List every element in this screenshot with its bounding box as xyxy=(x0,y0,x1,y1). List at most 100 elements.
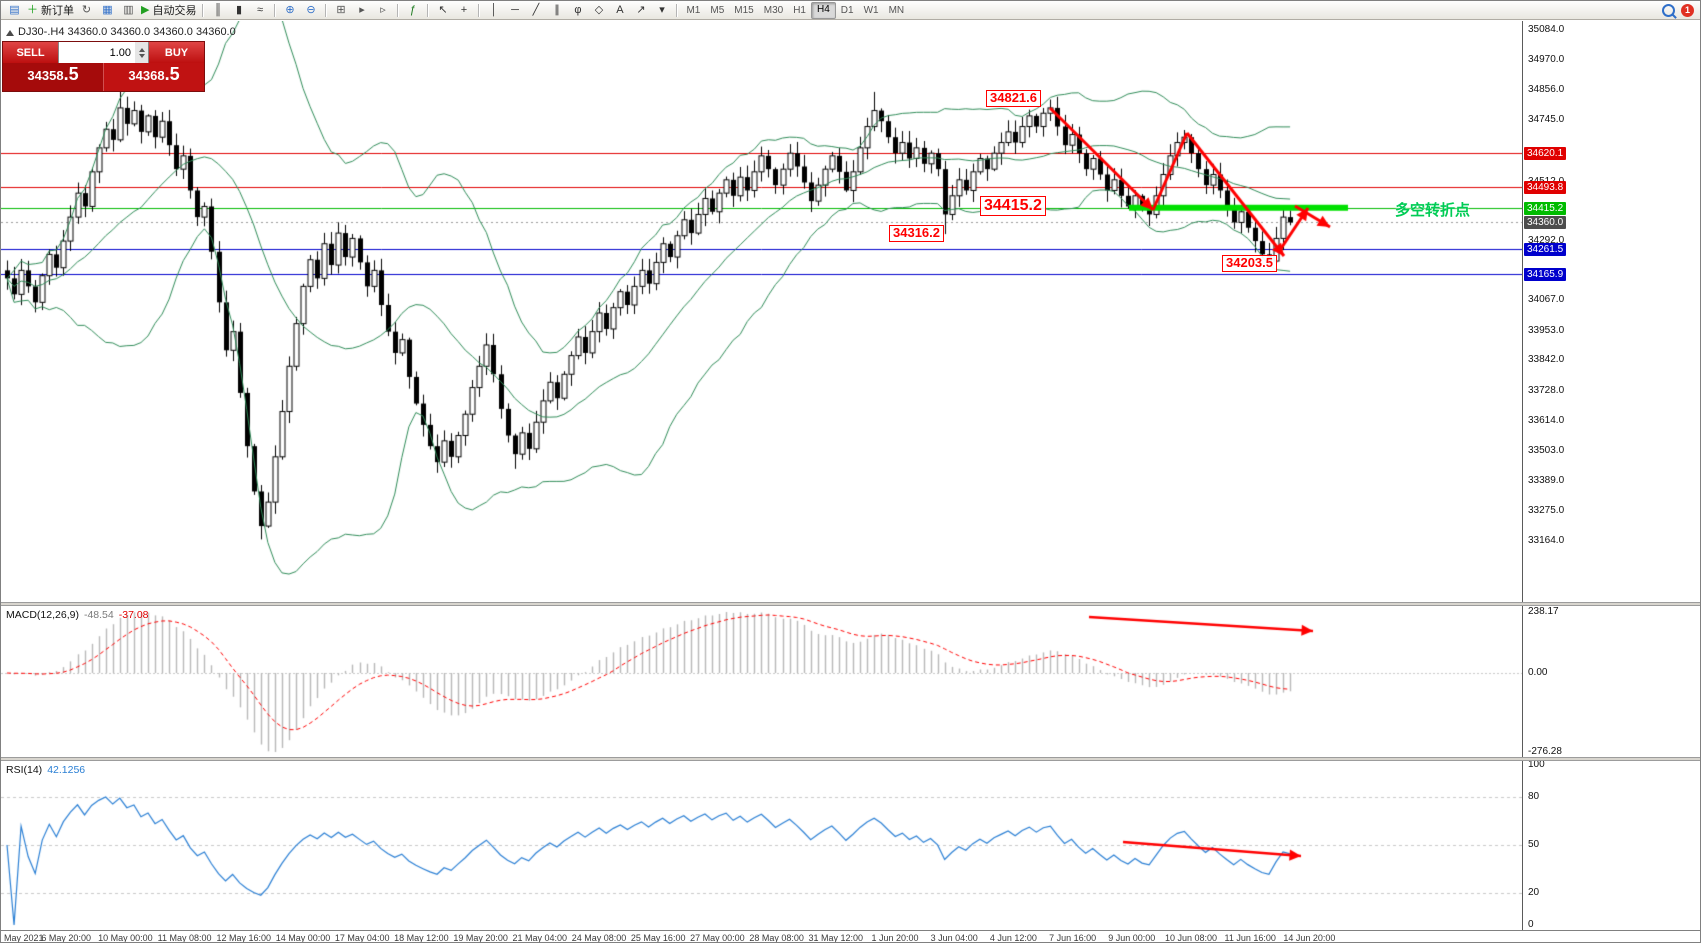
buy-button[interactable]: BUY xyxy=(149,42,204,63)
macd-signal-value: -37.08 xyxy=(118,609,149,621)
time-label: 1 Jun 20:00 xyxy=(871,933,919,943)
macd-name: MACD(12,26,9) xyxy=(6,609,79,621)
timeframe-mn-button[interactable]: MN xyxy=(888,4,905,16)
price-chart-canvas[interactable] xyxy=(1,21,1522,602)
timeframe-d1-button[interactable]: D1 xyxy=(840,4,854,16)
volume-input[interactable] xyxy=(59,42,135,63)
spinner-up-icon[interactable] xyxy=(138,47,145,52)
auto-trading-button[interactable]: ▶ 自动交易 xyxy=(139,2,198,19)
arrows-tool-button[interactable]: ↗ xyxy=(630,2,651,19)
trendline-button[interactable]: ╱ xyxy=(525,2,546,19)
new-chart-button[interactable]: ▤ xyxy=(4,2,25,19)
text-label-button[interactable]: A xyxy=(609,2,630,19)
chart-annotation[interactable]: 多空转折点 xyxy=(1395,202,1471,219)
price-axis[interactable]: 35084.034970.034856.034745.034512.034292… xyxy=(1522,21,1700,930)
macd-main-value: -48.54 xyxy=(83,609,114,621)
horizontal-line-button[interactable]: ─ xyxy=(504,2,525,19)
data-window-button[interactable]: ▥ xyxy=(118,2,139,19)
timeframe-m5-button[interactable]: M5 xyxy=(710,4,725,16)
one-click-price-row: 34358.5 34368.5 xyxy=(3,63,204,91)
time-label: 14 May 00:00 xyxy=(275,933,331,943)
macd-canvas[interactable] xyxy=(1,606,1522,757)
line-chart-type-icon: ≈ xyxy=(256,3,263,16)
equidistant-channel-button[interactable]: ∥ xyxy=(546,2,567,19)
current-price-chip: 34360.0 xyxy=(1524,216,1567,230)
cursor-button[interactable]: ↖ xyxy=(432,2,453,19)
time-label: 18 May 12:00 xyxy=(394,933,449,943)
price-tick: 33164.0 xyxy=(1528,534,1565,546)
crosshair-button[interactable]: + xyxy=(453,2,474,19)
panel-separator[interactable] xyxy=(1,757,1700,761)
chart-annotation[interactable]: 34316.2 xyxy=(889,225,944,242)
auto-scroll-button[interactable]: ▸ xyxy=(351,2,372,19)
time-label: 10 Jun 08:00 xyxy=(1164,933,1218,943)
tile-windows-button[interactable]: ⊞ xyxy=(330,2,351,19)
sell-button[interactable]: SELL xyxy=(3,42,58,63)
line-chart-type-button[interactable]: ≈ xyxy=(249,2,270,19)
shapes-button[interactable]: ◇ xyxy=(588,2,609,19)
chart-annotation[interactable]: 34821.6 xyxy=(986,90,1041,107)
rsi-scale-label: 20 xyxy=(1528,887,1540,898)
volume-spinner[interactable] xyxy=(135,42,148,63)
bar-chart-type-button[interactable]: ║ xyxy=(207,2,228,19)
chart-annotation[interactable]: 34203.5 xyxy=(1222,255,1277,272)
text-label-icon: A xyxy=(616,3,624,16)
chart-shift-button[interactable]: ▹ xyxy=(372,2,393,19)
price-tick: 33842.0 xyxy=(1528,354,1565,366)
zoom-in-button[interactable]: ⊕ xyxy=(279,2,300,19)
price-tick: 34067.0 xyxy=(1528,294,1565,306)
fibonacci-button[interactable]: φ xyxy=(567,2,588,19)
chart-annotation[interactable]: 34415.2 xyxy=(980,196,1046,217)
time-axis[interactable]: May 2021 6 May 20:00 10 May 00:00 11 May 08… xyxy=(1,930,1700,943)
buy-price-button[interactable]: 34368.5 xyxy=(104,63,204,91)
rsi-canvas[interactable] xyxy=(1,761,1522,930)
toolbar-right-tools: 1 xyxy=(1662,3,1699,17)
timeframe-m30-button[interactable]: M30 xyxy=(763,4,784,16)
profiles-button[interactable]: ▦ xyxy=(97,2,118,19)
new-chart-icon: ▤ xyxy=(9,3,20,16)
sell-price-button[interactable]: 34358.5 xyxy=(3,63,104,91)
timeframe-h1-button[interactable]: H1 xyxy=(793,4,806,16)
buy-price-main: 34368 xyxy=(128,68,165,83)
one-click-collapse-icon[interactable] xyxy=(6,30,14,36)
search-icon[interactable] xyxy=(1662,3,1675,17)
timeframe-m15-button[interactable]: M15 xyxy=(734,4,754,16)
macd-scale-label: -276.28 xyxy=(1528,746,1562,757)
objects-dropdown-button[interactable]: ▾ xyxy=(651,2,672,19)
panel-separator[interactable] xyxy=(1,602,1700,606)
timeframe-w1-button[interactable]: W1 xyxy=(863,4,879,16)
time-label: 21 May 04:00 xyxy=(512,933,568,943)
chart-shift-icon: ▹ xyxy=(380,3,386,16)
price-tick: 33728.0 xyxy=(1528,384,1565,396)
toolbar-separator xyxy=(274,3,276,17)
rsi-scale-label: 100 xyxy=(1528,759,1545,770)
spinner-down-icon[interactable] xyxy=(138,53,145,58)
horizontal-line-icon: ─ xyxy=(511,3,519,16)
price-level-chip: 34493.8 xyxy=(1524,180,1567,194)
toolbar-separator xyxy=(202,3,204,17)
price-tick: 34745.0 xyxy=(1528,113,1565,125)
indicators-button[interactable]: ƒ xyxy=(402,2,423,19)
new-order-icon: ＋ xyxy=(27,3,38,16)
time-label: 7 Jun 16:00 xyxy=(1049,933,1097,943)
notification-badge[interactable]: 1 xyxy=(1681,3,1694,17)
timeframe-h4-button[interactable]: H4 xyxy=(810,1,836,19)
toolbar-separator xyxy=(478,3,480,17)
toolbar-separator xyxy=(427,3,429,17)
timeframe-m1-button[interactable]: M1 xyxy=(686,4,701,16)
main-toolbar: ▤ ＋新订单 ↻ ▦ ▥ ▶ 自动交易 ║ ▮ ≈ ⊕ ⊖ ⊞ ▸ ▹ ƒ ↖ + │ ─ ╱ ∥ φ ◇ A ↗ ▾ M1 M5 M15… xyxy=(1,1,1700,20)
price-level-chip: 34261.5 xyxy=(1524,242,1567,256)
macd-scale-label: 238.17 xyxy=(1528,606,1559,617)
vertical-line-button[interactable]: │ xyxy=(483,2,504,19)
new-order-button[interactable]: ＋新订单 xyxy=(25,2,76,19)
refresh-button[interactable]: ↻ xyxy=(76,2,97,19)
objects-dropdown-icon: ▾ xyxy=(659,3,665,16)
rsi-scale-label: 50 xyxy=(1528,839,1540,850)
zoom-out-button[interactable]: ⊖ xyxy=(300,2,321,19)
macd-indicator-label: MACD(12,26,9) -48.54 -37.08 xyxy=(6,609,154,621)
candlestick-type-button[interactable]: ▮ xyxy=(228,2,249,19)
arrows-tool-icon: ↗ xyxy=(636,3,646,16)
price-tick: 33503.0 xyxy=(1528,444,1565,456)
